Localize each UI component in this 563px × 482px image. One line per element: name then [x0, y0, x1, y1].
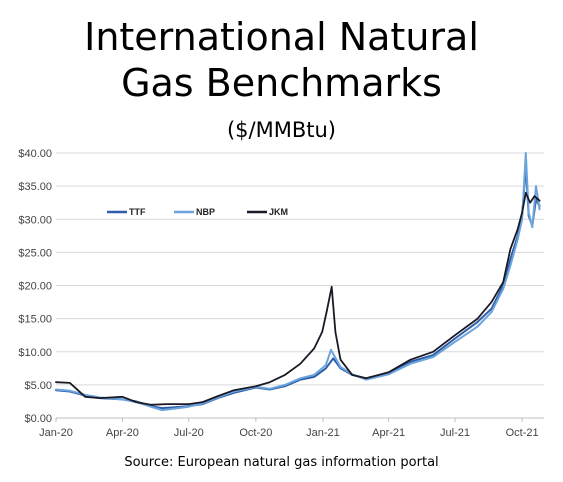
x-axis-tick-labels: Jan-20 Apr-20 Jul-20 Oct-20 Jan-21 Apr-21 Jul-… — [39, 427, 538, 439]
series-line-ttf — [55, 165, 541, 410]
x-tick-label: Jan-21 — [306, 427, 340, 439]
x-tick-label: Oct-21 — [506, 427, 539, 439]
y-tick-label: $20.00 — [18, 281, 52, 293]
chart-subtitle: ($/MMBtu) — [226, 118, 336, 142]
legend-label-nbp: NBP — [196, 207, 215, 217]
y-tick-label: $35.00 — [18, 181, 52, 193]
x-tick-label: Apr-20 — [106, 427, 139, 439]
chart-title-line1: International Natural — [84, 15, 479, 59]
x-tick-label: Jul-21 — [440, 427, 470, 439]
y-tick-label: $40.00 — [18, 148, 52, 160]
x-tick-label: Jul-20 — [174, 427, 204, 439]
legend-label-jkm: JKM — [269, 207, 288, 217]
chart-title-line2: Gas Benchmarks — [121, 61, 442, 105]
series-lines — [55, 152, 541, 412]
legend-label-ttf: TTF — [129, 207, 146, 217]
x-tick-label: Oct-20 — [239, 427, 272, 439]
series-line-nbp — [55, 152, 541, 412]
y-tick-label: $10.00 — [18, 347, 52, 359]
line-chart: $0.00 $5.00 $10.00 $15.00 $20.00 $25.00 $30.00… — [18, 148, 544, 439]
x-tick-label: Apr-21 — [372, 427, 405, 439]
x-tick-label: Jan-20 — [39, 427, 73, 439]
y-tick-label: $5.00 — [24, 380, 52, 392]
y-axis-tick-labels: $0.00 $5.00 $10.00 $15.00 $20.00 $25.00 $30.00… — [18, 148, 52, 425]
y-tick-label: $25.00 — [18, 247, 52, 259]
x-axis — [55, 417, 544, 422]
source-note: Source: European natural gas information… — [124, 455, 439, 470]
y-tick-label: $0.00 — [24, 413, 52, 425]
series-line-jkm — [55, 191, 541, 406]
legend: TTF NBP JKM — [107, 207, 288, 217]
y-tick-label: $15.00 — [18, 314, 52, 326]
y-tick-label: $30.00 — [18, 214, 52, 226]
grid-lines — [56, 152, 544, 386]
